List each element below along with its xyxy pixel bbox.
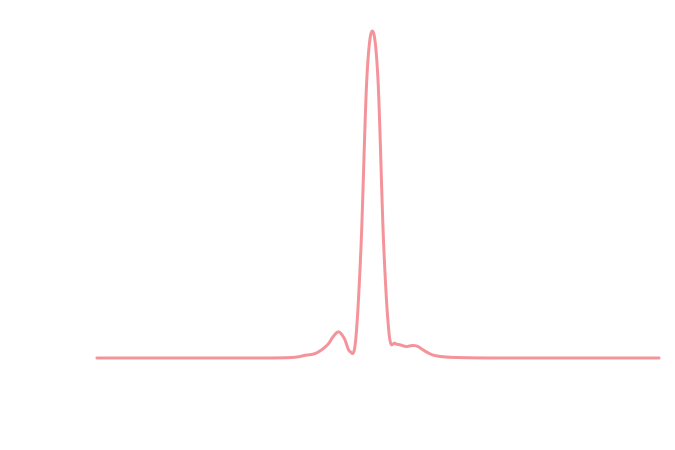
- series-layer: [95, 29, 661, 360]
- series-line-0: [95, 29, 661, 360]
